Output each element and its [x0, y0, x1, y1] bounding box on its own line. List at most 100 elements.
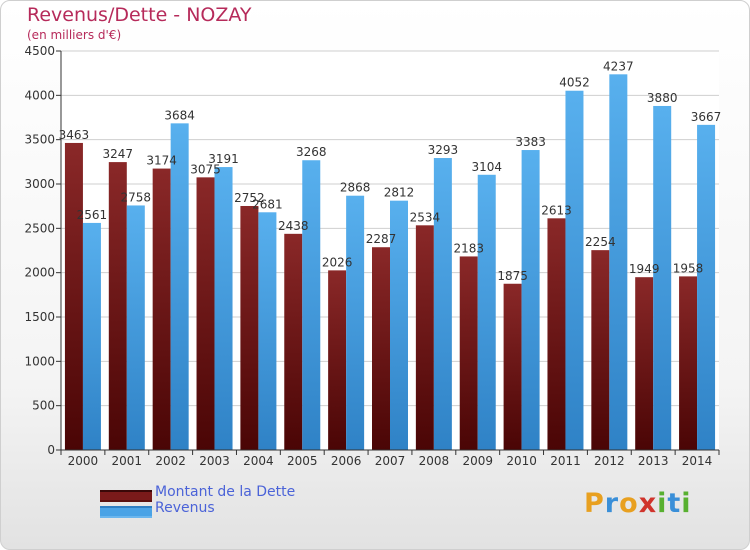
value-label-revenue: 2868	[340, 181, 371, 195]
x-tick-label: 2004	[243, 454, 274, 468]
value-label-debt: 3463	[59, 128, 90, 142]
bar-debt	[503, 283, 522, 450]
x-tick-label: 2009	[462, 454, 493, 468]
bar-revenue	[609, 74, 628, 450]
value-label-debt: 2026	[322, 255, 353, 269]
x-tick-label: 2010	[506, 454, 537, 468]
y-tick-label: 3500	[24, 133, 55, 147]
bar-debt	[108, 162, 127, 450]
bar-debt	[635, 277, 654, 450]
value-label-revenue: 3383	[515, 135, 546, 149]
y-tick-label: 2500	[24, 221, 55, 235]
value-label-revenue: 4237	[603, 59, 634, 73]
bar-revenue	[477, 174, 496, 450]
bar-debt	[679, 276, 698, 450]
value-label-revenue: 3684	[164, 108, 195, 122]
value-label-debt: 2534	[410, 210, 441, 224]
value-label-revenue: 2758	[121, 190, 152, 204]
logo-letter: t	[667, 488, 682, 519]
logo-letter: P	[584, 488, 605, 519]
x-tick-label: 2000	[68, 454, 99, 468]
bar-debt	[328, 270, 347, 450]
axis-layer: 0 500 1000 1500 2000 2500 3000 3500 4000 4500 2000…	[24, 44, 720, 468]
value-label-revenue: 2681	[252, 197, 283, 211]
legend-label-debt: Montant de la Dette	[155, 484, 296, 500]
bar-debt	[240, 205, 259, 450]
y-tick-label: 1000	[24, 354, 55, 368]
x-tick-label: 2011	[550, 454, 581, 468]
proxiti-logo: Proxiti	[584, 488, 692, 519]
logo-letter: i	[657, 488, 668, 519]
y-tick-label: 4500	[24, 44, 55, 58]
x-tick-label: 2006	[331, 454, 362, 468]
y-tick-label: 500	[32, 399, 55, 413]
logo-letter: i	[681, 488, 692, 519]
value-label-debt: 3247	[103, 147, 134, 161]
value-label-debt: 2752	[234, 191, 265, 205]
value-label-revenue: 3104	[471, 160, 502, 174]
value-label-debt: 2254	[585, 235, 616, 249]
logo-letter: r	[604, 488, 620, 519]
value-label-debt: 2613	[541, 203, 572, 217]
chart-title: Revenus/Dette - NOZAY	[27, 4, 252, 26]
value-label-revenue: 2561	[77, 208, 108, 222]
bar-layer	[64, 74, 716, 451]
legend-swatch-revenue	[100, 506, 152, 518]
bar-debt	[196, 177, 215, 450]
y-tick-label: 2000	[24, 266, 55, 280]
bar-debt	[591, 250, 610, 450]
value-label-debt: 3174	[146, 154, 177, 168]
bar-revenue	[565, 90, 584, 451]
bar-revenue	[126, 205, 145, 450]
bar-debt	[64, 142, 83, 450]
logo-letter: o	[619, 488, 639, 519]
value-label-debt: 1949	[629, 262, 660, 276]
value-label-debt: 3075	[190, 162, 221, 176]
value-label-revenue: 4052	[559, 76, 590, 90]
x-tick-label: 2012	[594, 454, 625, 468]
value-label-revenue: 3268	[296, 145, 327, 159]
bar-debt	[284, 233, 303, 450]
bar-revenue	[390, 200, 408, 450]
bar-revenue	[82, 222, 101, 450]
bar-debt	[415, 225, 434, 450]
x-tick-label: 2008	[419, 454, 450, 468]
bar-revenue	[653, 105, 672, 451]
value-label-debt: 2438	[278, 219, 309, 233]
bar-debt	[372, 247, 390, 450]
bar-revenue	[521, 150, 540, 451]
x-tick-label: 2013	[638, 454, 669, 468]
bar-revenue	[170, 123, 189, 451]
bar-revenue	[433, 158, 452, 450]
value-label-revenue: 3191	[208, 152, 239, 166]
value-label-debt: 1958	[673, 261, 704, 275]
bar-revenue	[697, 124, 716, 450]
legend-label-revenue: Revenus	[155, 500, 215, 516]
bar-revenue	[346, 195, 365, 450]
y-tick-label: 0	[47, 443, 55, 457]
bar-debt	[152, 168, 171, 450]
bar-debt	[547, 218, 566, 450]
y-tick-label: 4000	[24, 88, 55, 102]
logo-letter: x	[638, 488, 658, 519]
value-label-revenue: 3667	[691, 110, 722, 124]
y-tick-label: 3000	[24, 177, 55, 191]
x-tick-label: 2007	[375, 454, 406, 468]
bar-revenue	[258, 212, 277, 450]
x-tick-label: 2003	[199, 454, 230, 468]
value-label-revenue: 2812	[384, 186, 415, 200]
bar-revenue	[214, 167, 233, 450]
value-label-debt: 1875	[497, 269, 528, 283]
chart-subtitle: (en milliers d'€)	[27, 28, 122, 42]
x-tick-label: 2005	[287, 454, 318, 468]
y-tick-label: 1500	[24, 310, 55, 324]
value-label-revenue: 3293	[428, 143, 459, 157]
value-label-revenue: 3880	[647, 91, 678, 105]
bar-debt	[459, 256, 478, 450]
value-label-debt: 2287	[366, 232, 397, 246]
x-tick-label: 2002	[155, 454, 186, 468]
bar-revenue	[302, 160, 321, 450]
legend-swatch-debt	[100, 490, 152, 502]
